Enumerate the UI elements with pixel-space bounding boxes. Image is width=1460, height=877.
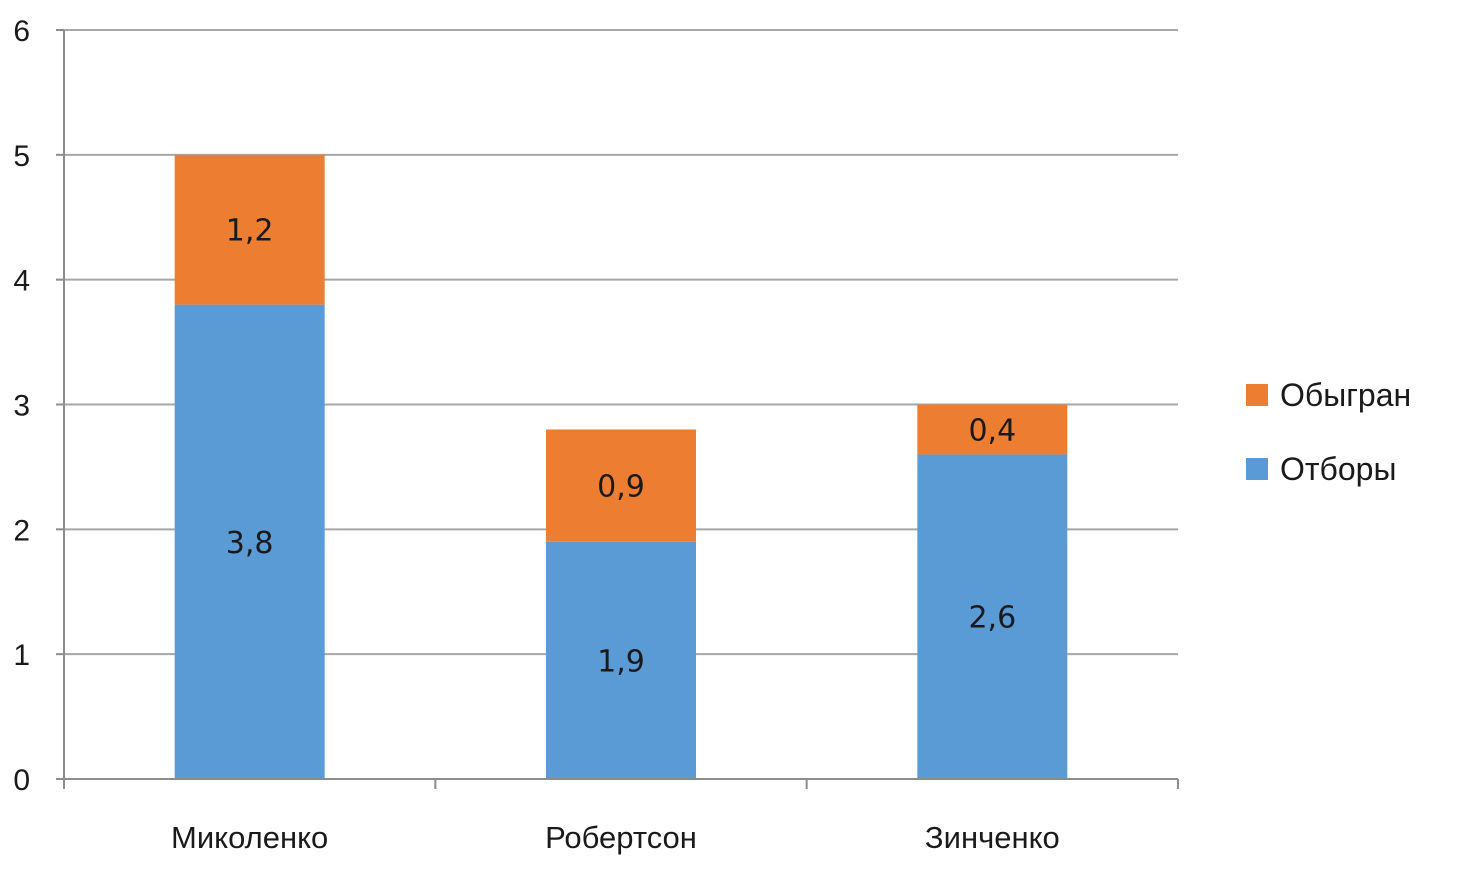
legend-label: Обыгран	[1280, 377, 1411, 413]
y-tick-label: 2	[13, 514, 30, 547]
y-tick-label: 5	[13, 140, 30, 173]
legend-swatch	[1246, 384, 1268, 406]
data-label: 0,4	[968, 413, 1016, 448]
bar-segment	[174, 304, 325, 779]
y-tick-label: 0	[13, 764, 30, 797]
data-label: 1,9	[597, 644, 645, 679]
bar-segment	[917, 404, 1068, 455]
data-labels: 3,8 1,2 1,9 0,9 2,6 0,4	[226, 214, 1016, 680]
data-label: 2,6	[968, 601, 1016, 636]
bars	[174, 154, 1068, 779]
x-category-label: Зинченко	[925, 820, 1060, 855]
legend-label: Отборы	[1280, 451, 1396, 487]
legend-swatch	[1246, 458, 1268, 480]
x-category-label: Миколенко	[171, 820, 328, 855]
x-category-label: Робертсон	[545, 820, 697, 855]
bar-segment	[917, 454, 1068, 779]
bar-segment	[546, 541, 696, 779]
y-tick-label: 1	[13, 639, 30, 672]
data-label: 3,8	[226, 526, 274, 561]
y-tick-label: 6	[13, 15, 30, 48]
y-tick-label: 3	[13, 390, 30, 423]
axes: 0 1 2 3 4 5 6 Миколенко Робертсон Зинченко	[13, 15, 1179, 855]
y-tick-label: 4	[13, 265, 30, 298]
legend: Обыгран Отборы	[1246, 377, 1411, 487]
bar-segment	[546, 429, 696, 542]
bar-segment	[174, 154, 325, 305]
data-label: 1,2	[226, 214, 274, 249]
data-label: 0,9	[597, 470, 645, 505]
